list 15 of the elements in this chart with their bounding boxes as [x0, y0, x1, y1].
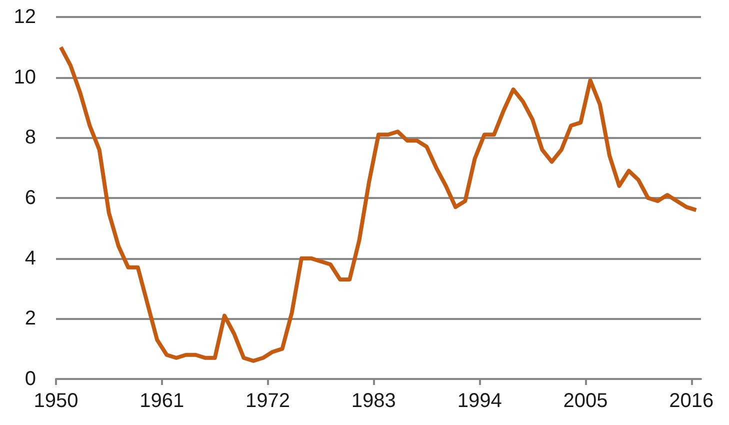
y-tick-label: 6	[24, 187, 36, 209]
y-tick-label: 8	[24, 126, 36, 149]
x-tick-label: 1983	[351, 390, 396, 412]
y-tick-label: 2	[24, 308, 36, 330]
x-tick-label: 1972	[246, 390, 290, 412]
x-tick-label: 1950	[34, 390, 78, 412]
y-tick-label: 10	[14, 66, 36, 88]
y-tick-label: 12	[14, 6, 36, 28]
x-tick-label: 1994	[457, 390, 502, 412]
y-tick-label: 0	[24, 368, 36, 390]
x-tick-label: 1961	[140, 390, 184, 412]
x-tick-label: 2016	[669, 390, 714, 412]
line-series	[58, 45, 698, 363]
x-tick-label: 2005	[563, 390, 608, 412]
y-tick-label: 4	[24, 247, 36, 270]
